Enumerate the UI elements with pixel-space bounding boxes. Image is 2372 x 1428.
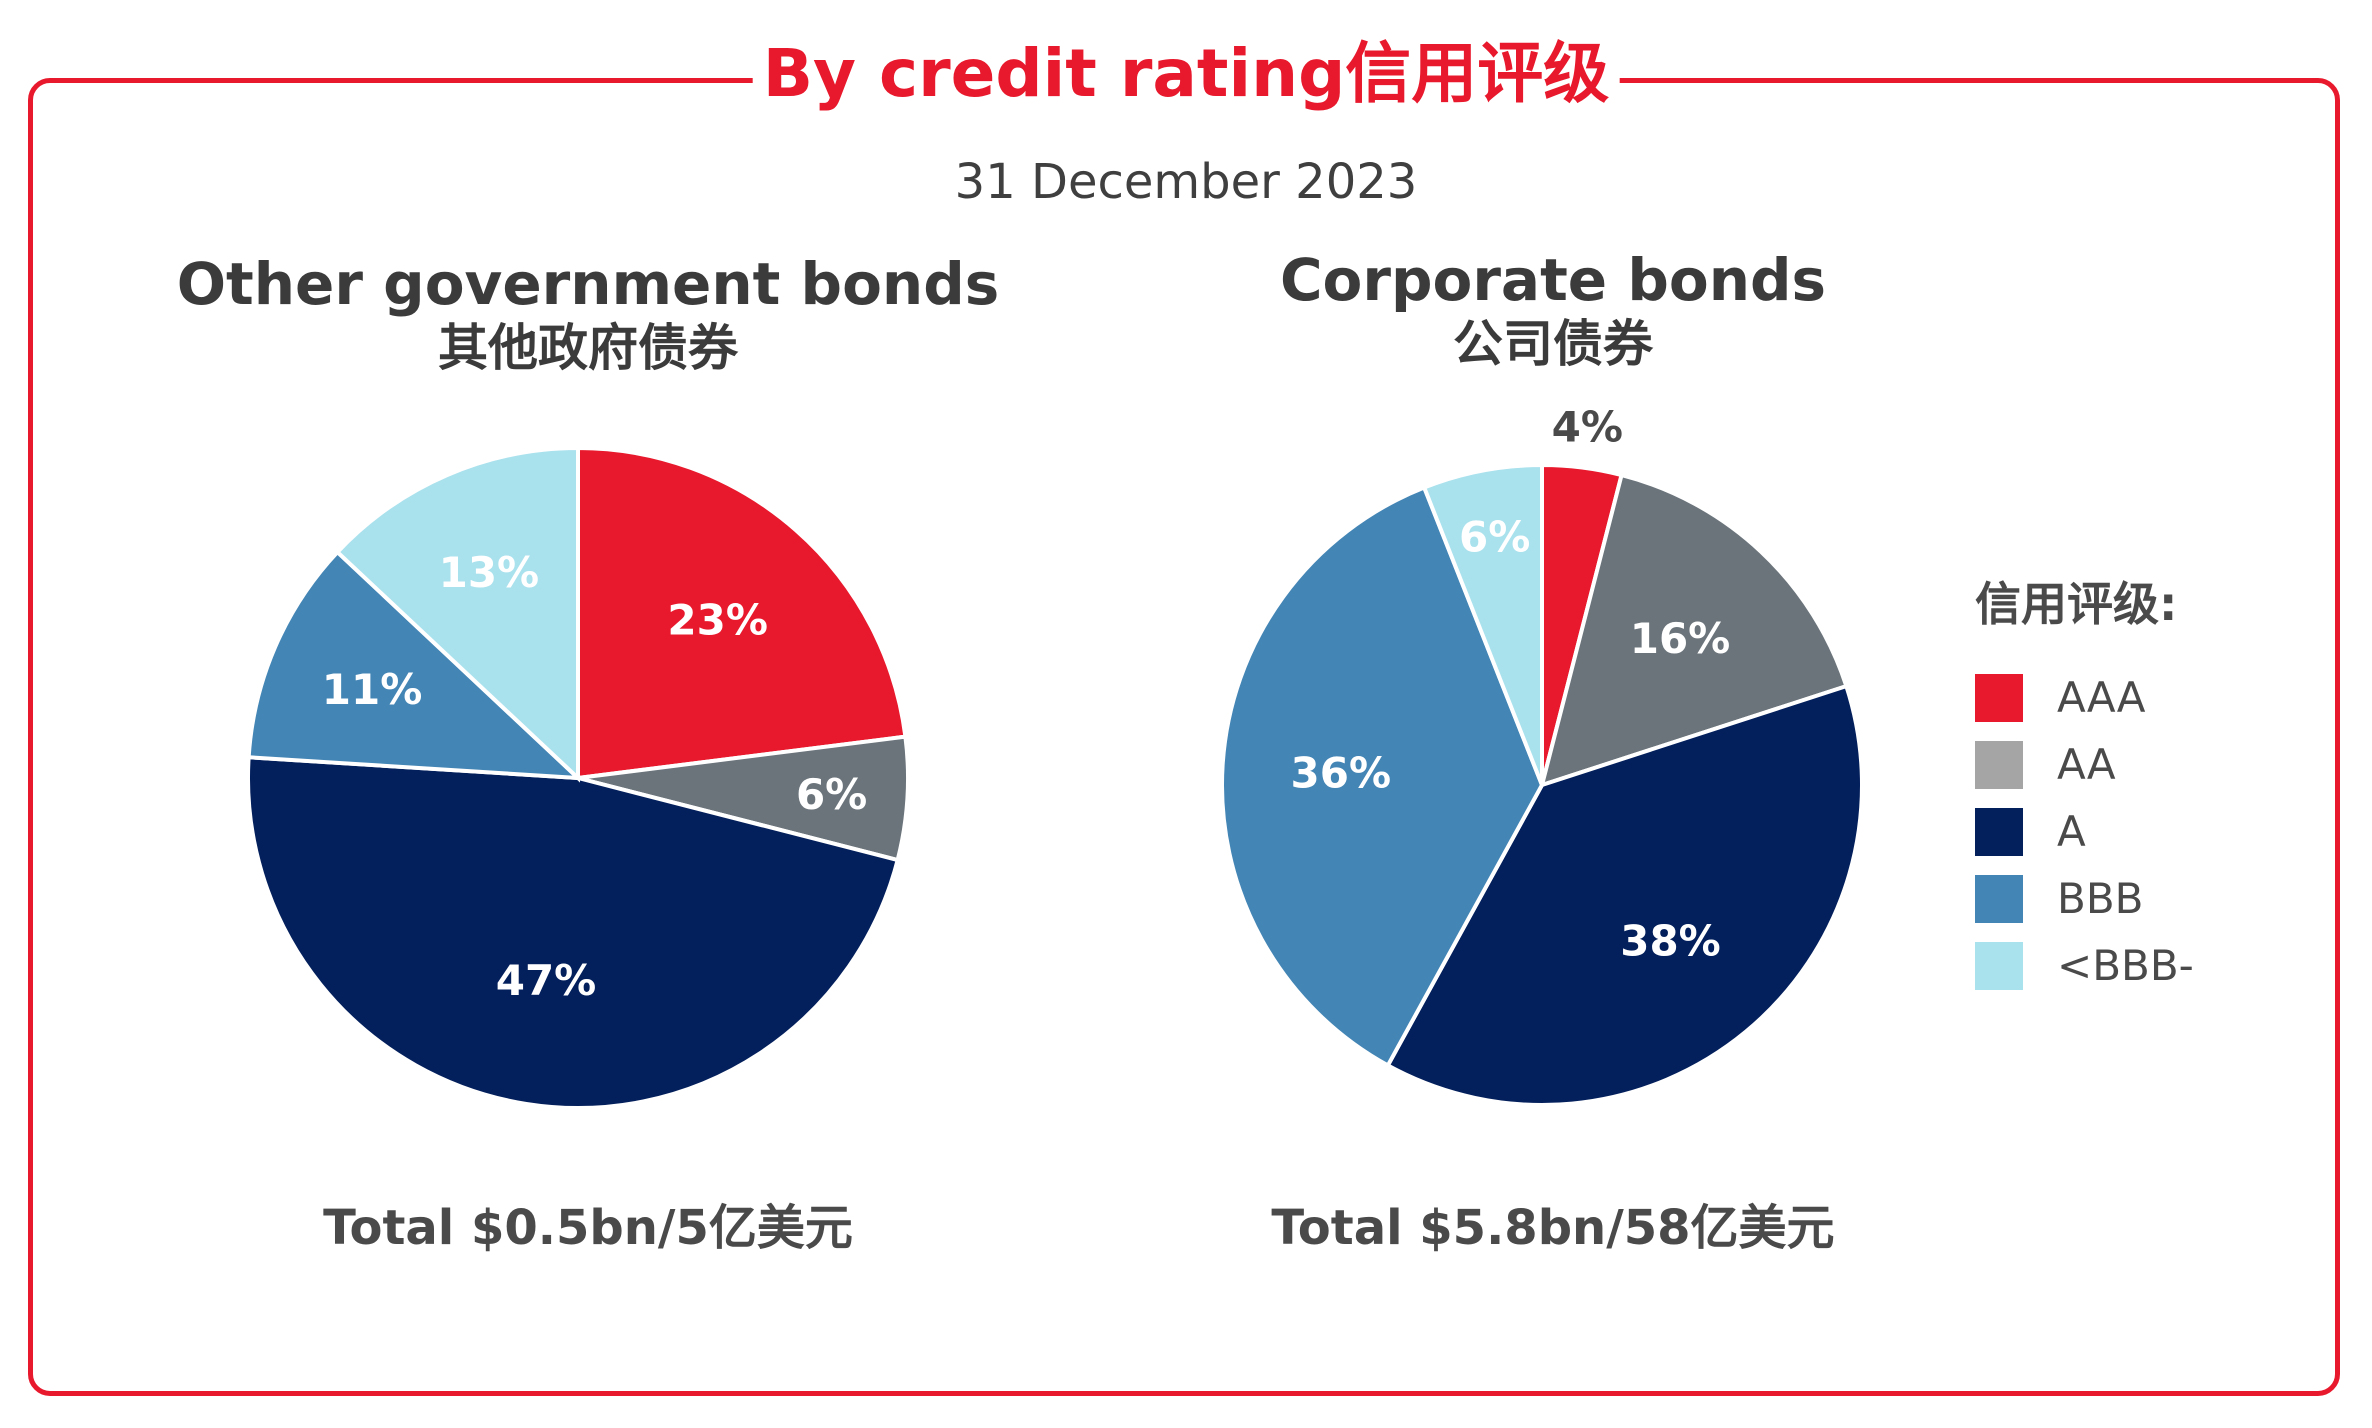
legend-swatch xyxy=(1975,740,2023,789)
pie-slice-bbb xyxy=(334,445,580,783)
legend-label: <BBB- xyxy=(2057,941,2194,990)
legend-label: AAA xyxy=(2057,673,2146,722)
pie-data-label: 6% xyxy=(1459,513,1530,562)
legend: 信用评级: AAA AA A BBB <BBB- xyxy=(1975,568,2194,999)
chart-title-en: Corporate bonds xyxy=(1279,246,1827,314)
pie-slice-a xyxy=(246,755,901,1110)
chart-title-corporate: Corporate bonds 公司债券 xyxy=(1103,246,2003,374)
pie-data-label: 4% xyxy=(1552,402,1623,451)
pie-data-label: 16% xyxy=(1630,614,1731,663)
legend-swatch xyxy=(1975,673,2023,722)
chart-title-zh: 其他政府债券 xyxy=(438,319,738,377)
pie-data-label: 47% xyxy=(496,956,597,1005)
total-corporate: Total $5.8bn/58亿美元 xyxy=(1271,1200,1835,1256)
main-title: By credit rating信用评级 xyxy=(752,28,1620,120)
legend-swatch xyxy=(1975,807,2023,856)
legend-swatch xyxy=(1975,874,2023,923)
legend-label: A xyxy=(2057,807,2086,856)
legend-label: BBB xyxy=(2057,874,2144,923)
pie-data-label: 23% xyxy=(667,596,768,645)
pie-data-label: 6% xyxy=(796,770,867,819)
legend-item: <BBB- xyxy=(1975,932,2194,999)
pie-slice-aaa xyxy=(576,445,908,781)
date-label: 31 December 2023 xyxy=(954,154,1418,210)
pie-data-label: 13% xyxy=(439,548,540,597)
legend-item: AA xyxy=(1975,731,2194,798)
pie-data-label: 36% xyxy=(1291,748,1392,797)
chart-title-en: Other government bonds xyxy=(176,250,1000,318)
pie-data-label: 11% xyxy=(322,665,423,714)
pie-slice-a xyxy=(1385,683,1864,1108)
pie-slice-aa xyxy=(1539,472,1849,789)
legend-swatch xyxy=(1975,941,2023,990)
chart-title-zh: 公司债券 xyxy=(1453,315,1653,373)
legend-title: 信用评级: xyxy=(1975,577,2178,631)
legend-label: AA xyxy=(2057,740,2116,789)
pie-slice-aa xyxy=(577,734,910,863)
chart-title-government: Other government bonds 其他政府债券 xyxy=(138,250,1038,378)
pie-slice-bbb xyxy=(1220,484,1545,1069)
pie-slice-bbb xyxy=(1421,462,1544,786)
pie-data-label: 38% xyxy=(1620,916,1721,965)
legend-item: BBB xyxy=(1975,865,2194,932)
pie-slice-bbb xyxy=(246,549,584,781)
legend-item: A xyxy=(1975,798,2194,865)
total-government: Total $0.5bn/5亿美元 xyxy=(323,1200,853,1256)
legend-item: AAA xyxy=(1975,664,2194,731)
